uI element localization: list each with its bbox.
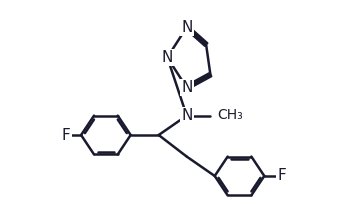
Text: N: N (162, 50, 173, 65)
Text: F: F (62, 128, 70, 143)
Text: F: F (277, 168, 286, 183)
Text: N: N (181, 108, 192, 123)
Text: N: N (181, 20, 192, 35)
Text: N: N (181, 80, 192, 95)
Text: CH₃: CH₃ (217, 108, 242, 122)
